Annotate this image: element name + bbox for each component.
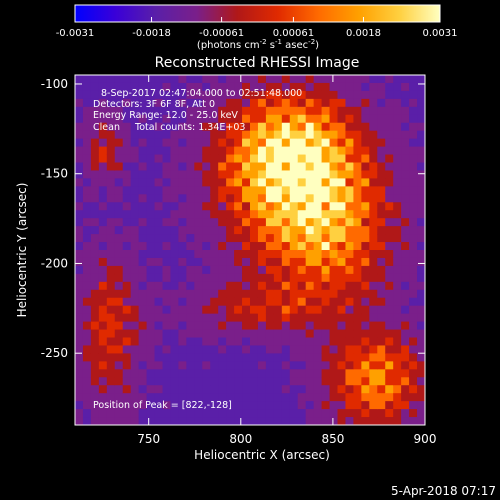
peak-position-label: Position of Peak = [822,-128]: [93, 400, 232, 411]
annotation-energy-range: Energy Range: 12.0 - 25.0 keV: [93, 110, 238, 121]
annotation-clean-counts: Clean Total counts: 1.34E+03: [93, 122, 245, 133]
colorbar-tick-label: -0.00061: [199, 28, 244, 39]
colorbar-tick-label: 0.00061: [273, 28, 314, 39]
x-axis-label: Heliocentric X (arcsec): [194, 448, 330, 462]
footer-timestamp: 5-Apr-2018 07:17: [391, 484, 496, 498]
annotation-time-range: 8-Sep-2017 02:47:04.000 to 02:51:48.000: [101, 88, 302, 99]
y-tick-label: -100: [41, 77, 68, 91]
x-tick-label: 800: [229, 432, 252, 446]
colorbar-tick-label: -0.0031: [56, 28, 95, 39]
colorbar-tick-label: 0.0031: [423, 28, 458, 39]
colorbar-tick-label: 0.0018: [346, 28, 381, 39]
colorbar-ticks: -0.0031 -0.0018 -0.00061 0.00061 0.0018 0.003…: [56, 17, 458, 39]
y-tick-label: -250: [41, 346, 68, 360]
y-axis: -100 -150 -200 -250: [41, 77, 425, 360]
annotation-detectors: Detectors: 3F 6F 8F, Att 0: [93, 99, 215, 110]
colorbar-frame: [74, 4, 441, 23]
annotation-block: 8-Sep-2017 02:47:04.000 to 02:51:48.000 …: [93, 88, 302, 133]
heatmap-image: [75, 75, 425, 425]
x-tick-label: 850: [321, 432, 344, 446]
colorbar-gradient: [75, 5, 440, 22]
x-tick-label: 750: [137, 432, 160, 446]
y-tick-label: -150: [41, 167, 68, 181]
colorbar-unit-label: (photons cm-2 s-1 asec-2): [197, 38, 319, 51]
y-axis-label: Heliocentric Y (arcsec): [15, 183, 29, 318]
colorbar: -0.0031 -0.0018 -0.00061 0.00061 0.0018 0.003…: [56, 4, 458, 51]
chart-title: Reconstructed RHESSI Image: [155, 55, 360, 71]
plot-frame: [74, 74, 426, 426]
y-tick-label: -200: [41, 256, 68, 270]
colorbar-tick-label: -0.0018: [132, 28, 171, 39]
x-tick-label: 900: [414, 432, 437, 446]
x-axis: 750 800 850 900: [137, 75, 436, 446]
